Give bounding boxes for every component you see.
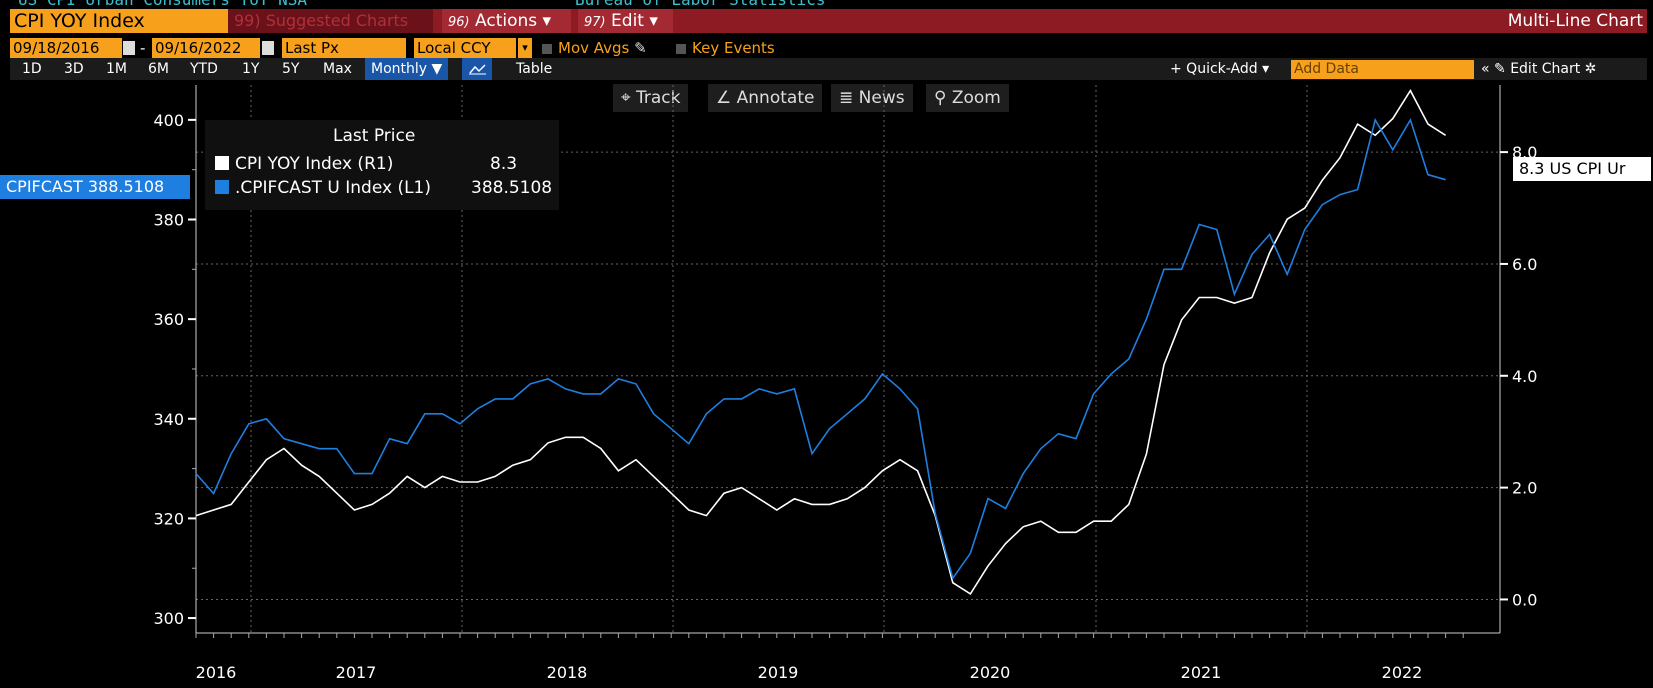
ticker-input[interactable]: CPI YOY Index <box>10 9 236 33</box>
edit-menu[interactable]: 97) Edit ▾ <box>578 9 673 33</box>
range-1d[interactable]: 1D <box>22 61 42 77</box>
left-tick-label: 300 <box>153 609 184 628</box>
suggested-charts-button[interactable]: 99) Suggested Charts <box>228 9 433 33</box>
pencil-icon: ✎ <box>634 39 647 57</box>
key-events-toggle[interactable]: Key Events <box>676 38 775 58</box>
mov-avgs-label: Mov Avgs <box>558 39 630 57</box>
legend-label: CPI YOY Index (R1) <box>235 154 394 174</box>
range-1m[interactable]: 1M <box>106 61 127 77</box>
calendar-icon[interactable] <box>262 41 274 55</box>
checkbox-icon <box>676 44 686 54</box>
right-tick-label: 0.0 <box>1512 590 1537 609</box>
left-tick-label: 340 <box>153 410 184 429</box>
legend-swatch-white <box>215 156 229 170</box>
right-tick-label: 4.0 <box>1512 367 1537 386</box>
legend-header: Last Price <box>333 126 416 146</box>
last-value-tag-right: 8.3 US CPI Ur <box>1513 157 1651 181</box>
left-tick-label: 400 <box>153 111 184 130</box>
mov-avgs-toggle[interactable]: Mov Avgs ✎ <box>542 38 647 58</box>
currency-select[interactable]: Local CCY <box>414 38 516 58</box>
partial-title-left: US CPI Urban Consumers YoY NSA <box>18 0 307 8</box>
x-tick-label: 2021 <box>1181 663 1222 682</box>
last-value-tag-left: CPIFCAST 388.5108 <box>0 175 190 199</box>
edit-label: Edit ▾ <box>611 11 658 31</box>
partial-title-line: US CPI Urban Consumers YoY NSA Bureau of… <box>0 0 1653 8</box>
edit-chart-button[interactable]: « ✎ Edit Chart ✲ <box>1481 61 1597 77</box>
range-5y[interactable]: 5Y <box>282 61 300 77</box>
series-line-cpifcast <box>195 117 1446 581</box>
x-tick-label: 2022 <box>1382 663 1423 682</box>
chart-legend: Last Price CPI YOY Index (R1) 8.3 .CPIFC… <box>205 120 559 210</box>
news-label: News <box>858 88 905 108</box>
field-select[interactable]: Last Px <box>282 38 406 58</box>
calendar-icon[interactable] <box>123 41 135 55</box>
annotate-button[interactable]: ∠ Annotate <box>708 84 823 112</box>
x-tick-label: 2017 <box>336 663 377 682</box>
series-line-cpi-yoy <box>195 88 1447 596</box>
x-tick-label: 2018 <box>547 663 588 682</box>
pencil-icon: ∠ <box>716 88 737 108</box>
partial-title-right: Bureau of Labor Statistics <box>575 0 825 8</box>
range-3d[interactable]: 3D <box>64 61 84 77</box>
legend-row-cpi: CPI YOY Index (R1) <box>215 154 393 174</box>
table-button[interactable]: Table <box>516 61 553 77</box>
track-button[interactable]: ⌖ Track <box>613 84 689 112</box>
crosshair-icon: ⌖ <box>621 88 636 108</box>
frequency-select[interactable]: Monthly ▼ <box>365 58 449 80</box>
add-data-input[interactable]: Add Data <box>1291 60 1474 79</box>
x-tick-label: 2020 <box>970 663 1011 682</box>
news-icon: ≣ <box>839 88 859 108</box>
x-tick-label: 2016 <box>196 663 237 682</box>
quick-add-button[interactable]: + Quick-Add ▾ <box>1170 61 1270 77</box>
key-events-label: Key Events <box>692 39 775 57</box>
range-ytd[interactable]: YTD <box>190 61 218 77</box>
checkbox-icon <box>542 44 552 54</box>
right-tick-label: 6.0 <box>1512 255 1537 274</box>
legend-value: 388.5108 <box>471 178 553 198</box>
end-date-input[interactable]: 09/16/2022 <box>152 38 260 58</box>
edit-number: 97) <box>584 15 606 30</box>
right-tick-label: 2.0 <box>1512 479 1537 498</box>
zoom-label: Zoom <box>951 88 1001 108</box>
currency-dropdown-icon[interactable]: ▾ <box>518 38 532 58</box>
chart-type-label: Multi-Line Chart <box>1507 11 1643 31</box>
left-tick-label: 380 <box>153 211 184 230</box>
annotate-label: Annotate <box>736 88 815 108</box>
track-label: Track <box>635 88 681 108</box>
legend-row-cpifcast: .CPIFCAST U Index (L1) <box>215 178 431 198</box>
legend-label: .CPIFCAST U Index (L1) <box>235 178 431 198</box>
left-tick-label: 360 <box>153 310 184 329</box>
line-chart-icon[interactable] <box>462 58 492 80</box>
legend-swatch-blue <box>215 180 229 194</box>
range-max[interactable]: Max <box>323 61 352 77</box>
range-1y[interactable]: 1Y <box>242 61 260 77</box>
x-tick-label: 2019 <box>758 663 799 682</box>
range-6m[interactable]: 6M <box>148 61 169 77</box>
news-button[interactable]: ≣ News <box>831 84 913 112</box>
zoom-button[interactable]: ⚲ Zoom <box>926 84 1009 112</box>
actions-menu[interactable]: 96) Actions ▾ <box>442 9 571 33</box>
actions-label: Actions ▾ <box>475 11 552 31</box>
date-separator: - <box>140 39 146 57</box>
legend-value: 8.3 <box>490 154 518 174</box>
actions-number: 96) <box>448 15 470 30</box>
left-tick-label: 320 <box>153 509 184 528</box>
magnifier-icon: ⚲ <box>934 88 952 108</box>
start-date-input[interactable]: 09/18/2016 <box>10 38 122 58</box>
